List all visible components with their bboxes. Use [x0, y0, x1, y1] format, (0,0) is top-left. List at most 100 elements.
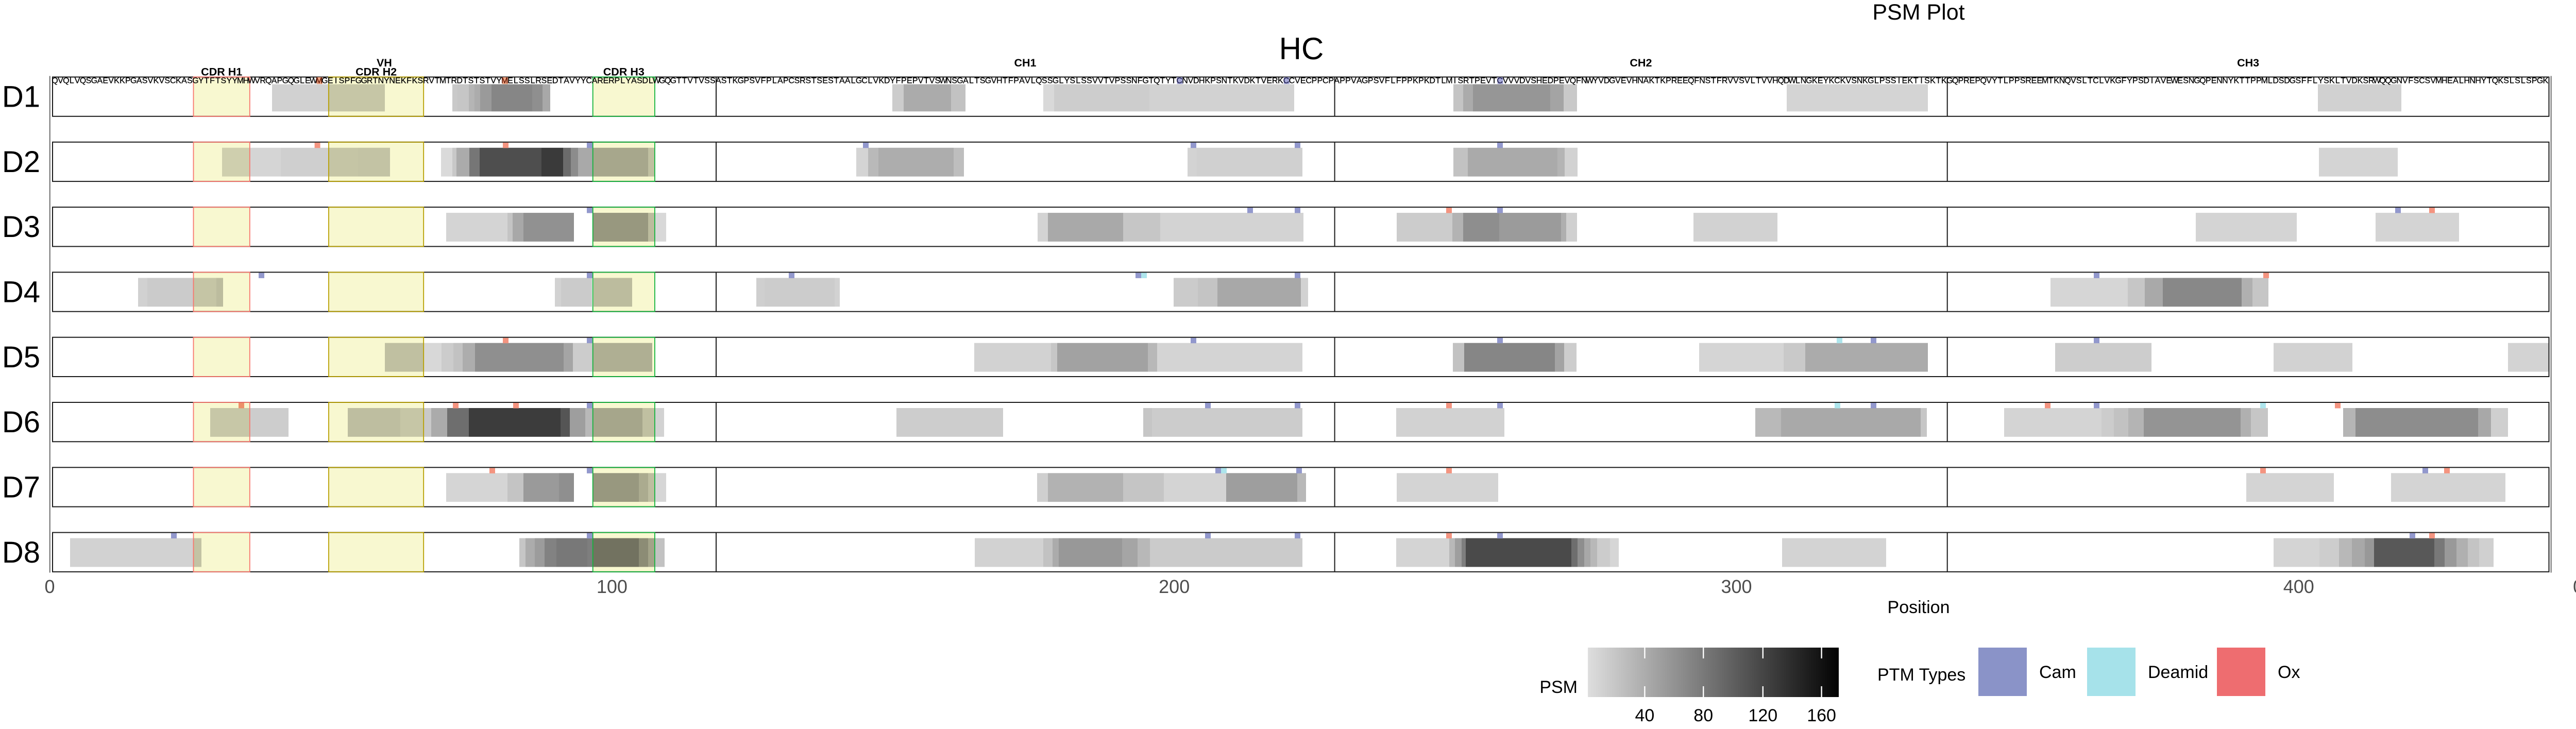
- svg-text:Y: Y: [496, 77, 502, 86]
- svg-text:S: S: [952, 77, 957, 86]
- svg-text:L: L: [2082, 77, 2087, 86]
- svg-text:N: N: [1581, 77, 1587, 86]
- svg-text:E: E: [1621, 77, 1626, 86]
- svg-text:S: S: [480, 77, 485, 86]
- svg-text:P: P: [1975, 77, 1980, 86]
- svg-text:E: E: [1300, 77, 1306, 86]
- svg-text:S: S: [524, 77, 530, 86]
- svg-text:A: A: [592, 77, 598, 86]
- svg-text:R: R: [1963, 77, 1970, 86]
- svg-text:120: 120: [1748, 706, 1777, 725]
- svg-text:N: N: [1857, 77, 1863, 86]
- svg-text:Q: Q: [1778, 77, 1784, 86]
- svg-text:R: R: [535, 77, 541, 86]
- svg-text:D: D: [1548, 77, 1554, 86]
- svg-text:Y: Y: [575, 77, 581, 86]
- svg-text:T: T: [1711, 77, 1716, 86]
- svg-text:V: V: [2161, 77, 2166, 86]
- svg-text:S: S: [1374, 77, 1379, 86]
- svg-text:D: D: [2273, 77, 2279, 86]
- svg-text:I: I: [2151, 77, 2153, 86]
- svg-text:S: S: [541, 77, 547, 86]
- svg-text:C: C: [2419, 77, 2425, 86]
- svg-text:Q: Q: [52, 77, 58, 86]
- svg-text:G: G: [738, 77, 744, 86]
- svg-text:G: G: [293, 77, 299, 86]
- svg-text:G: G: [985, 77, 991, 86]
- svg-text:Y: Y: [1064, 77, 1070, 86]
- svg-text:V: V: [755, 77, 760, 86]
- svg-text:P: P: [1013, 77, 1019, 86]
- svg-text:S: S: [2425, 77, 2430, 86]
- svg-text:T: T: [2341, 77, 2346, 86]
- svg-text:G: G: [355, 77, 362, 86]
- svg-text:T: T: [2088, 77, 2093, 86]
- svg-text:V: V: [1092, 77, 1098, 86]
- svg-text:W: W: [2171, 77, 2179, 86]
- svg-text:E: E: [2177, 77, 2183, 86]
- svg-text:G: G: [1806, 77, 1812, 86]
- svg-text:W: W: [1788, 77, 1797, 86]
- svg-text:L: L: [2510, 77, 2514, 86]
- svg-text:K: K: [1907, 77, 1913, 86]
- svg-text:PTM Types: PTM Types: [1877, 665, 1965, 685]
- svg-text:V: V: [687, 77, 693, 86]
- svg-text:V: V: [1188, 77, 1194, 86]
- svg-text:F: F: [1717, 77, 1722, 86]
- svg-text:Y: Y: [384, 77, 389, 86]
- svg-text:Q: Q: [665, 77, 671, 86]
- svg-text:V: V: [873, 77, 878, 86]
- svg-text:T: T: [834, 77, 839, 86]
- svg-text:L: L: [620, 77, 625, 86]
- svg-text:K: K: [1424, 77, 1430, 86]
- svg-text:V: V: [1525, 77, 1531, 86]
- svg-text:F: F: [2307, 77, 2312, 86]
- svg-text:D2: D2: [2, 145, 40, 179]
- svg-text:T: T: [1655, 77, 1660, 86]
- svg-text:V: V: [929, 77, 935, 86]
- svg-text:T: T: [215, 77, 221, 86]
- svg-text:P: P: [2009, 77, 2014, 86]
- svg-text:P: P: [1958, 77, 1964, 86]
- svg-text:K: K: [154, 77, 159, 86]
- svg-text:G: G: [1946, 77, 1953, 86]
- svg-text:H: H: [1536, 77, 1543, 86]
- svg-text:P: P: [2256, 77, 2262, 86]
- svg-text:G: G: [856, 77, 862, 86]
- svg-text:D: D: [884, 77, 890, 86]
- svg-text:S: S: [2020, 77, 2026, 86]
- svg-text:K: K: [1413, 77, 1418, 86]
- svg-text:S: S: [721, 77, 727, 86]
- svg-text:S: S: [1851, 77, 1857, 86]
- svg-text:T: T: [676, 77, 682, 86]
- svg-text:Y: Y: [1823, 77, 1829, 86]
- svg-text:R: R: [597, 77, 603, 86]
- svg-text:P: P: [345, 77, 350, 86]
- svg-text:M: M: [2435, 77, 2442, 86]
- svg-text:Q: Q: [1952, 77, 1958, 86]
- svg-text:W: W: [1586, 77, 1594, 86]
- svg-text:L: L: [1059, 77, 1063, 86]
- svg-text:L: L: [2004, 77, 2008, 86]
- svg-text:T: T: [1256, 77, 1261, 86]
- svg-text:F: F: [2301, 77, 2307, 86]
- svg-text:S: S: [2076, 77, 2082, 86]
- svg-text:T: T: [373, 77, 378, 86]
- svg-text:W: W: [248, 77, 256, 86]
- svg-text:V: V: [2430, 77, 2436, 86]
- svg-text:F: F: [761, 77, 766, 86]
- svg-text:T: T: [1435, 77, 1440, 86]
- svg-text:L: L: [2521, 77, 2526, 86]
- svg-text:V: V: [2071, 77, 2076, 86]
- svg-text:S: S: [1126, 77, 1132, 86]
- svg-text:V: V: [1767, 77, 1773, 86]
- svg-text:D: D: [1429, 77, 1435, 86]
- svg-text:T: T: [1998, 77, 2003, 86]
- svg-text:T: T: [1003, 77, 1008, 86]
- svg-text:C: C: [861, 77, 868, 86]
- svg-text:T: T: [1160, 77, 1165, 86]
- svg-text:Q: Q: [265, 77, 272, 86]
- svg-text:G: G: [130, 77, 137, 86]
- svg-text:P: P: [2206, 77, 2211, 86]
- svg-text:V: V: [1486, 77, 1492, 86]
